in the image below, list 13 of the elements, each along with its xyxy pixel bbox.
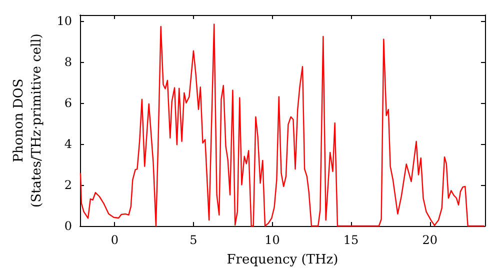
x-tick-label: 10	[264, 233, 280, 247]
x-axis-title: Frequency (THz)	[226, 252, 338, 268]
y-tick-label: 4	[64, 137, 72, 152]
y-axis-title: Phonon DOS (States/THz·primitive cell)	[11, 33, 44, 208]
y-tick-label: 6	[64, 96, 72, 110]
x-tick-label: 5	[190, 233, 198, 247]
y-tick-label: 8	[64, 55, 72, 70]
y-tick-label: 10	[56, 14, 72, 28]
x-tick-label: 20	[422, 233, 438, 247]
y-tick-label: 0	[64, 219, 72, 233]
y-tick-label: 2	[64, 178, 72, 192]
x-tick-label: 15	[343, 233, 359, 247]
x-tick-label: 0	[110, 233, 118, 247]
